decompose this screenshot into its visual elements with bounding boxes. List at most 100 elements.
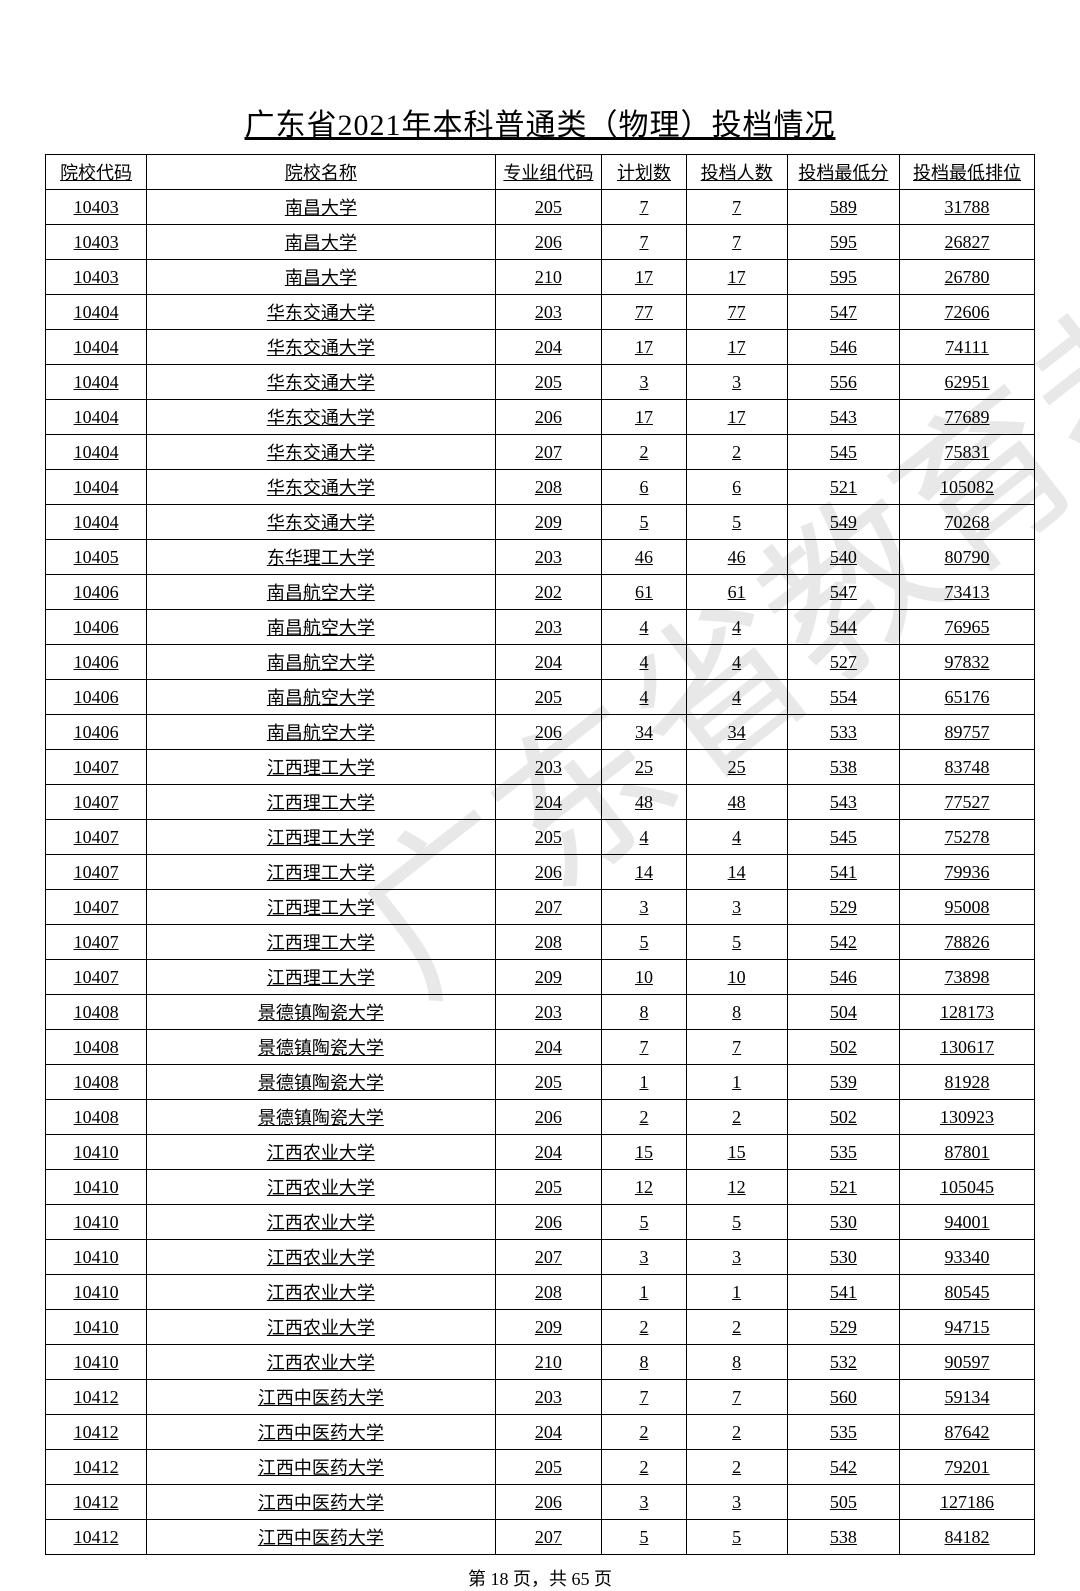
table-row: 10410江西农业大学2065553094001 [46, 1205, 1035, 1240]
table-cell: 8 [686, 1345, 787, 1380]
table-cell: 25 [686, 750, 787, 785]
table-row: 10407江西理工大学2054454575278 [46, 820, 1035, 855]
table-row: 10412江西中医药大学20633505127186 [46, 1485, 1035, 1520]
table-body: 10403南昌大学205775893178810403南昌大学206775952… [46, 190, 1035, 1555]
table-cell: 34 [602, 715, 686, 750]
table-cell: 4 [602, 680, 686, 715]
table-cell: 209 [495, 1310, 602, 1345]
table-cell: 521 [787, 470, 899, 505]
pager: 第 18 页，共 65 页 [45, 1565, 1035, 1591]
table-cell: 7 [602, 1030, 686, 1065]
table-cell: 江西农业大学 [147, 1275, 495, 1310]
table-cell: 10410 [46, 1205, 147, 1240]
table-cell: 2 [686, 1100, 787, 1135]
table-cell: 205 [495, 820, 602, 855]
table-cell: 77 [686, 295, 787, 330]
table-cell: 10412 [46, 1415, 147, 1450]
table-cell: 205 [495, 365, 602, 400]
table-cell: 5 [686, 925, 787, 960]
table-cell: 江西理工大学 [147, 925, 495, 960]
table-row: 10410江西农业大学2108853290597 [46, 1345, 1035, 1380]
table-cell: 26827 [900, 225, 1035, 260]
table-cell: 1 [686, 1275, 787, 1310]
table-cell: 华东交通大学 [147, 295, 495, 330]
table-cell: 南昌航空大学 [147, 715, 495, 750]
table-cell: 江西农业大学 [147, 1345, 495, 1380]
table-cell: 502 [787, 1030, 899, 1065]
table-cell: 61 [686, 575, 787, 610]
table-cell: 5 [602, 925, 686, 960]
table-cell: 78826 [900, 925, 1035, 960]
table-cell: 景德镇陶瓷大学 [147, 1065, 495, 1100]
table-cell: 97832 [900, 645, 1035, 680]
table-cell: 543 [787, 400, 899, 435]
table-cell: 3 [602, 1485, 686, 1520]
table-cell: 15 [686, 1135, 787, 1170]
table-cell: 江西农业大学 [147, 1135, 495, 1170]
table-cell: 77689 [900, 400, 1035, 435]
table-row: 10405东华理工大学203464654080790 [46, 540, 1035, 575]
table-cell: 2 [602, 1100, 686, 1135]
table-cell: 83748 [900, 750, 1035, 785]
table-cell: 10403 [46, 190, 147, 225]
table-cell: 70268 [900, 505, 1035, 540]
table-cell: 10404 [46, 505, 147, 540]
table-cell: 521 [787, 1170, 899, 1205]
table-cell: 26780 [900, 260, 1035, 295]
table-cell: 46 [602, 540, 686, 575]
table-cell: 7 [602, 225, 686, 260]
table-cell: 504 [787, 995, 899, 1030]
table-cell: 4 [602, 645, 686, 680]
table-cell: 14 [686, 855, 787, 890]
table-cell: 5 [686, 1205, 787, 1240]
table-cell: 560 [787, 1380, 899, 1415]
table-cell: 江西中医药大学 [147, 1485, 495, 1520]
table-row: 10404华东交通大学2072254575831 [46, 435, 1035, 470]
table-cell: 595 [787, 260, 899, 295]
table-cell: 10412 [46, 1520, 147, 1555]
table-cell: 589 [787, 190, 899, 225]
table-cell: 554 [787, 680, 899, 715]
table-cell: 105082 [900, 470, 1035, 505]
table-cell: 1 [602, 1275, 686, 1310]
table-cell: 94001 [900, 1205, 1035, 1240]
table-row: 10407江西理工大学203252553883748 [46, 750, 1035, 785]
table-row: 10406南昌航空大学2054455465176 [46, 680, 1035, 715]
table-cell: 532 [787, 1345, 899, 1380]
table-cell: 546 [787, 330, 899, 365]
table-cell: 10405 [46, 540, 147, 575]
table-cell: 539 [787, 1065, 899, 1100]
table-cell: 7 [686, 1030, 787, 1065]
table-cell: 南昌航空大学 [147, 680, 495, 715]
table-cell: 10406 [46, 715, 147, 750]
table-cell: 545 [787, 435, 899, 470]
table-cell: 华东交通大学 [147, 400, 495, 435]
table-row: 10404华东交通大学2095554970268 [46, 505, 1035, 540]
table-cell: 204 [495, 645, 602, 680]
table-cell: 7 [602, 190, 686, 225]
table-cell: 5 [686, 1520, 787, 1555]
table-cell: 206 [495, 1205, 602, 1240]
table-cell: 14 [602, 855, 686, 890]
table-row: 10407江西理工大学2073352995008 [46, 890, 1035, 925]
table-cell: 210 [495, 1345, 602, 1380]
table-cell: 6 [602, 470, 686, 505]
table-cell: 209 [495, 960, 602, 995]
table-cell: 1 [686, 1065, 787, 1100]
table-cell: 541 [787, 1275, 899, 1310]
table-cell: 77 [602, 295, 686, 330]
table-cell: 533 [787, 715, 899, 750]
table-header-row: 院校代码 院校名称 专业组代码 计划数 投档人数 投档最低分 投档最低排位 [46, 155, 1035, 190]
table-cell: 74111 [900, 330, 1035, 365]
table-cell: 2 [686, 1310, 787, 1345]
table-cell: 8 [602, 995, 686, 1030]
table-cell: 77527 [900, 785, 1035, 820]
table-cell: 205 [495, 1065, 602, 1100]
table-cell: 10403 [46, 260, 147, 295]
table-cell: 景德镇陶瓷大学 [147, 1030, 495, 1065]
th-rank: 投档最低排位 [900, 155, 1035, 190]
table-row: 10412江西中医药大学2052254279201 [46, 1450, 1035, 1485]
table-row: 10410江西农业大学2092252994715 [46, 1310, 1035, 1345]
table-cell: 502 [787, 1100, 899, 1135]
table-cell: 94715 [900, 1310, 1035, 1345]
